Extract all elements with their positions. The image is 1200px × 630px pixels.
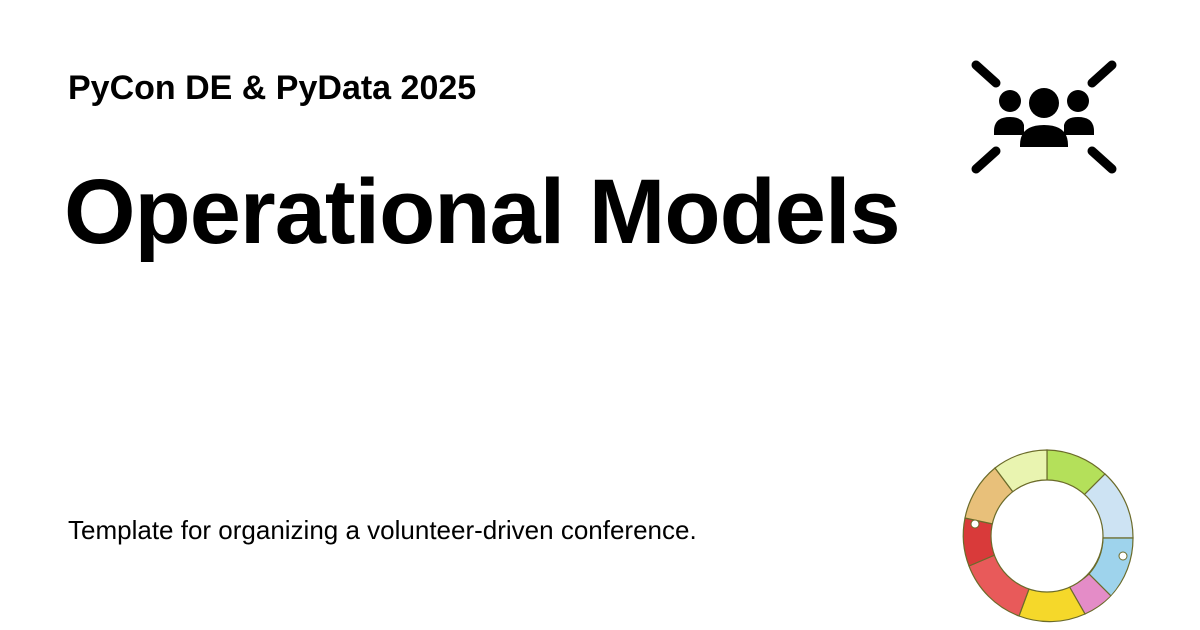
group-icon bbox=[966, 55, 1122, 179]
pycon-de-ring-logo bbox=[955, 446, 1139, 630]
event-name: PyCon DE & PyData 2025 bbox=[68, 68, 476, 108]
page-description: Template for organizing a volunteer-driv… bbox=[68, 513, 697, 547]
page-title: Operational Models bbox=[64, 160, 900, 264]
